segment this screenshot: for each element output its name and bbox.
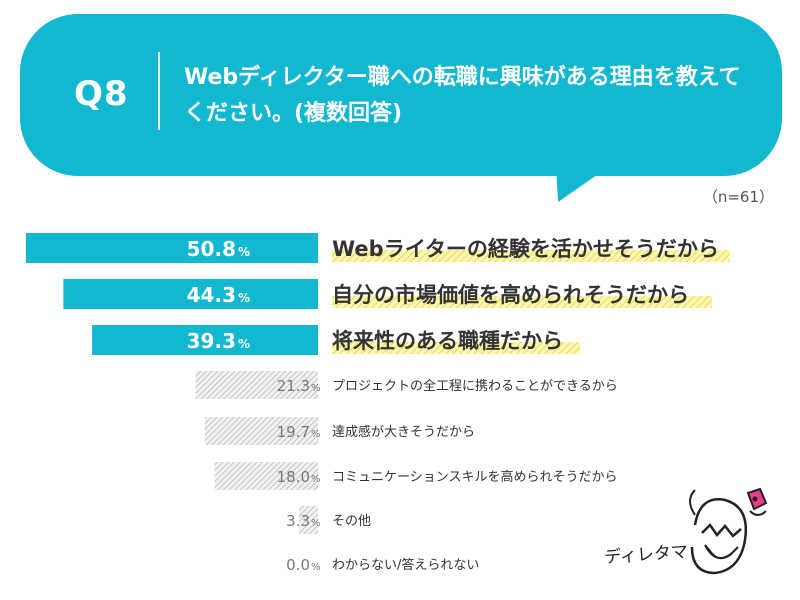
label-highlight <box>332 342 580 354</box>
category-label: Webライターの経験を活かせそうだから <box>332 237 719 261</box>
egg-character-icon <box>689 487 768 575</box>
value-label: 3.3 <box>286 512 310 530</box>
bar <box>214 462 318 490</box>
category-label: 将来性のある職種だから <box>332 329 563 353</box>
value-label: 18.0 <box>277 468 310 486</box>
category-label: 達成感が大きそうだから <box>332 424 475 440</box>
category-label: 自分の市場価値を高められそうだから <box>332 283 689 307</box>
unit-label: % <box>238 291 250 305</box>
bar <box>63 279 318 309</box>
unit-label: % <box>311 562 321 573</box>
bar <box>299 506 318 534</box>
unit-label: % <box>238 245 250 259</box>
value-label: 21.3 <box>277 377 310 395</box>
question-bubble <box>20 14 782 176</box>
value-label: 44.3 <box>187 283 236 307</box>
value-label: 39.3 <box>187 329 236 353</box>
bar <box>195 371 318 399</box>
question-divider <box>158 52 160 130</box>
unit-label: % <box>311 383 321 394</box>
unit-label: % <box>311 518 321 529</box>
value-label: 50.8 <box>187 237 236 261</box>
category-label: コミュニケーションスキルを高められそうだから <box>332 469 617 485</box>
unit-label: % <box>311 429 321 440</box>
value-label: 0.0 <box>286 556 310 574</box>
bar <box>92 325 319 355</box>
label-highlight <box>332 250 730 262</box>
bar <box>26 233 318 263</box>
category-label: プロジェクトの全工程に携わることができるから <box>332 378 618 394</box>
unit-label: % <box>311 474 321 485</box>
unit-label: % <box>238 337 250 351</box>
category-label: わからない/答えられない <box>332 557 479 573</box>
question-number: Q8 <box>74 74 129 114</box>
category-label: その他 <box>332 514 371 529</box>
question-text: Webディレクター職への転職に興味がある理由を教えてください。(複数回答) <box>184 65 741 126</box>
sample-size-label: （n=61） <box>702 188 774 206</box>
label-highlight <box>332 296 712 308</box>
bar <box>204 417 318 445</box>
value-label: 19.7 <box>277 423 310 441</box>
